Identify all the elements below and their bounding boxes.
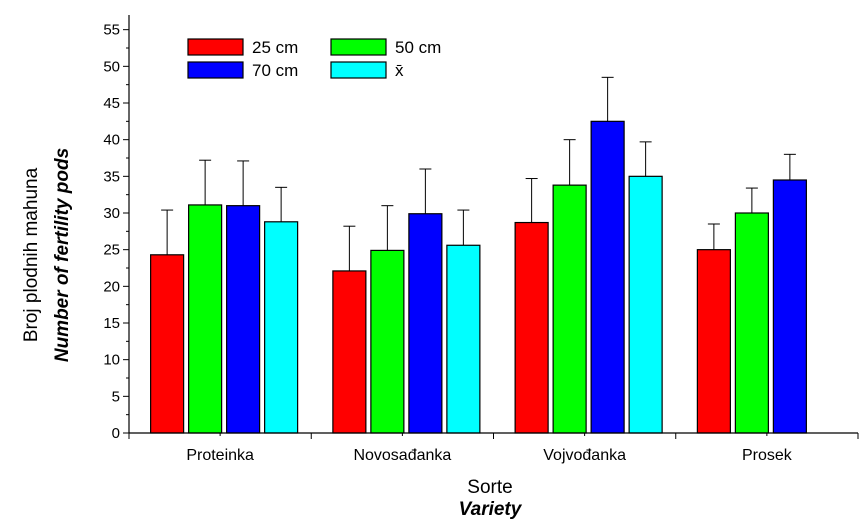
bar bbox=[734, 212, 769, 434]
y-tick-label: 15 bbox=[103, 315, 120, 332]
y-axis-title-en: Number of fertility pods bbox=[52, 148, 73, 362]
y-tick-label: 45 bbox=[103, 95, 120, 112]
y-tick-label: 5 bbox=[112, 388, 120, 405]
category-label: Prosek bbox=[742, 447, 793, 464]
axes-layer: 0 5 10 15 20 25 30 35 40 45 50 55 Proteinka Novosađan… bbox=[103, 15, 859, 464]
x-axis-title: Sorte bbox=[467, 477, 512, 498]
legend-swatch bbox=[187, 61, 244, 79]
bar bbox=[772, 179, 807, 434]
category-label: Novosađanka bbox=[353, 447, 451, 464]
y-tick-label: 35 bbox=[103, 168, 120, 185]
bar bbox=[514, 221, 549, 434]
bar bbox=[408, 213, 443, 434]
bar bbox=[696, 249, 731, 434]
bar bbox=[332, 270, 367, 434]
y-tick-label: 0 bbox=[112, 425, 120, 442]
bar bbox=[628, 175, 663, 434]
legend-swatch bbox=[187, 38, 244, 56]
legend-label: 70 cm bbox=[252, 61, 298, 80]
y-tick-label: 10 bbox=[103, 352, 120, 369]
legend-label: x̄ bbox=[395, 61, 404, 80]
bar bbox=[264, 221, 299, 434]
bar bbox=[590, 120, 625, 434]
category-label: Vojvođanka bbox=[543, 447, 626, 464]
y-tick-label: 20 bbox=[103, 278, 120, 295]
y-tick-label: 55 bbox=[103, 22, 120, 39]
legend: 25 cm 50 cm 70 cm x̄ bbox=[187, 38, 441, 80]
legend-label: 25 cm bbox=[252, 38, 298, 57]
legend-swatch bbox=[330, 38, 387, 56]
category-label: Proteinka bbox=[186, 447, 254, 464]
x-axis-title-en: Variety bbox=[459, 499, 523, 520]
bar bbox=[552, 184, 587, 434]
y-axis-title: Broj plodnih mahuna bbox=[21, 167, 42, 342]
y-tick-label: 25 bbox=[103, 242, 120, 259]
error-bars-layer bbox=[161, 76, 796, 271]
legend-swatch bbox=[330, 61, 387, 79]
legend-label: 50 cm bbox=[395, 38, 441, 57]
bar bbox=[370, 249, 405, 434]
y-tick-label: 30 bbox=[103, 205, 120, 222]
y-tick-label: 50 bbox=[103, 58, 120, 75]
bar bbox=[188, 204, 223, 434]
bar bbox=[226, 205, 261, 434]
y-tick-label: 40 bbox=[103, 132, 120, 149]
bars-layer bbox=[150, 120, 807, 434]
bar bbox=[150, 254, 185, 434]
bar bbox=[446, 244, 481, 434]
